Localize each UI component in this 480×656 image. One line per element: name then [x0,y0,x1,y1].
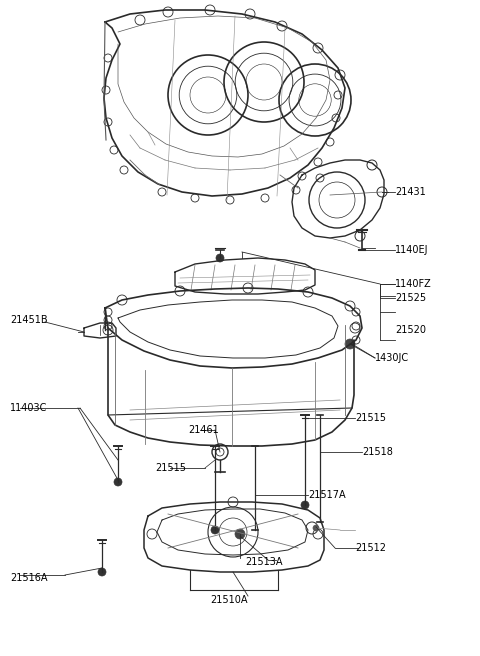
Text: 21515: 21515 [155,463,186,473]
Text: 1140FZ: 1140FZ [395,279,432,289]
Circle shape [216,254,224,262]
Text: 21516A: 21516A [10,573,48,583]
Circle shape [301,501,309,509]
Text: 1140EJ: 1140EJ [395,245,429,255]
Text: 11403C: 11403C [10,403,48,413]
Circle shape [211,526,219,534]
Circle shape [313,525,319,531]
Circle shape [235,529,245,539]
Circle shape [345,339,355,349]
Text: 21518: 21518 [362,447,393,457]
Text: 21510A: 21510A [210,595,248,605]
Text: 21513A: 21513A [245,557,283,567]
Text: 1430JC: 1430JC [375,353,409,363]
Circle shape [114,478,122,486]
Text: 21461: 21461 [188,425,219,435]
Text: 21512: 21512 [355,543,386,553]
Circle shape [98,568,106,576]
Text: 21525: 21525 [395,293,426,303]
Text: 21431: 21431 [395,187,426,197]
Text: 21520: 21520 [395,325,426,335]
Text: 21515: 21515 [355,413,386,423]
Text: 21517A: 21517A [308,490,346,500]
Text: 21451B: 21451B [10,315,48,325]
